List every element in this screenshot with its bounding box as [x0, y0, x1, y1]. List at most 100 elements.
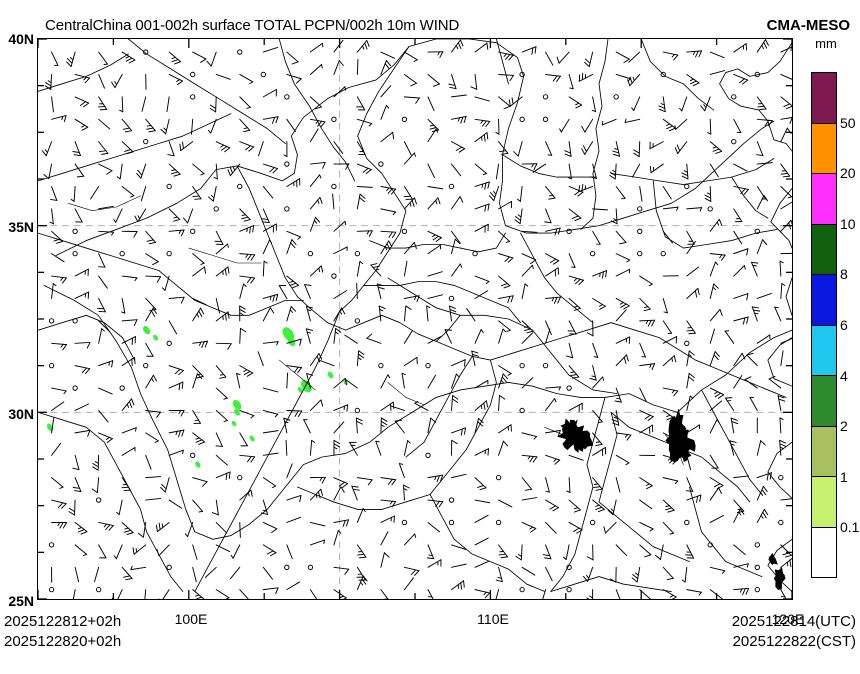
wind-barb: [239, 522, 241, 538]
wind-barb-calm: [542, 362, 549, 369]
wind-barb: [592, 446, 606, 456]
wind-barb-calm: [566, 430, 572, 436]
wind-barb: [521, 454, 538, 458]
wind-barb: [74, 499, 76, 516]
wind-barb: [451, 39, 461, 53]
wind-barb-calm: [190, 452, 196, 458]
wind-barb: [168, 73, 184, 82]
wind-barb: [192, 409, 201, 424]
wind-barb: [568, 365, 580, 378]
wind-barb: [349, 441, 358, 456]
geo-line: [363, 281, 521, 324]
wind-barb: [545, 73, 561, 77]
wind-barb-calm: [190, 94, 196, 100]
colorbar-tick-2: 2: [840, 418, 848, 435]
wind-barb: [286, 306, 292, 322]
wind-barb: [262, 186, 274, 199]
precip-patch: [153, 334, 159, 341]
wind-barb: [306, 305, 311, 322]
wind-barb: [521, 566, 536, 576]
wind-barb-calm: [519, 116, 525, 122]
wind-barb: [309, 539, 326, 546]
wind-barb: [380, 131, 394, 143]
wind-barb: [96, 477, 100, 494]
wind-barb: [545, 477, 550, 493]
wind-barb: [366, 337, 382, 344]
wind-barb: [262, 46, 279, 53]
geo-line: [598, 411, 618, 503]
wind-barb: [309, 216, 317, 232]
wind-barb: [568, 96, 583, 106]
wind-barb: [168, 296, 185, 299]
wind-barb: [356, 96, 366, 111]
wind-barb: [403, 73, 417, 84]
wind-barb: [380, 477, 397, 481]
wind-barb: [232, 544, 241, 559]
wind-barb-calm: [519, 407, 525, 414]
wind-barb: [733, 316, 749, 322]
page-title: CentralChina 001-002h surface TOTAL PCPN…: [45, 17, 460, 34]
wind-barb: [474, 417, 480, 434]
wind-barb: [239, 589, 249, 599]
wind-barb: [545, 522, 557, 534]
wind-barb: [592, 376, 604, 389]
wind-barb: [45, 141, 53, 157]
wind-barb: [98, 96, 108, 110]
wind-barb: [628, 51, 641, 63]
wind-barb: [662, 230, 673, 244]
wind-barb: [286, 275, 300, 286]
wind-barb: [427, 335, 442, 344]
wind-barb: [166, 96, 170, 113]
wind-barb: [192, 566, 197, 583]
wind-barb: [51, 477, 64, 488]
wind-barb: [568, 141, 572, 157]
wind-barb: [474, 589, 491, 594]
wind-barb: [639, 186, 643, 202]
wind-barb: [286, 544, 293, 560]
wind-barb: [474, 499, 491, 504]
wind-barb: [451, 395, 454, 411]
wind-barb: [560, 118, 570, 133]
map-canvas[interactable]: [37, 38, 793, 600]
xtick-label-120e: 120E: [771, 611, 805, 627]
wind-barb: [380, 60, 387, 75]
wind-barb: [427, 186, 444, 190]
wind-barb: [262, 89, 277, 98]
wind-barb-calm: [472, 250, 478, 257]
wind-barb: [309, 64, 323, 75]
wind-barb-calm: [566, 228, 572, 234]
wind-barb: [733, 499, 745, 512]
wind-barb: [239, 96, 251, 108]
wind-barb: [333, 86, 346, 98]
wind-barb: [403, 356, 418, 367]
wind-barb: [239, 208, 251, 221]
wind-barb: [333, 519, 350, 523]
wind-barb: [121, 186, 135, 197]
wind-barb: [774, 306, 782, 322]
wind-barb: [662, 387, 679, 392]
wind-barb: [145, 454, 152, 470]
wind-barb: [164, 477, 170, 493]
wind-barb-calm: [637, 250, 643, 257]
wind-barb: [521, 522, 537, 529]
geo-line: [580, 39, 609, 230]
wind-barb-calm: [566, 564, 572, 570]
coastal-islands: [768, 552, 778, 566]
geo-line: [598, 501, 690, 563]
wind-barb: [378, 305, 382, 322]
geo-line: [387, 277, 618, 395]
wind-barb: [751, 261, 758, 277]
wind-barb: [121, 336, 136, 344]
wind-barb: [215, 544, 231, 553]
wind-barb-calm: [731, 138, 737, 145]
geo-line: [495, 39, 509, 85]
wind-barb-calm: [284, 161, 290, 167]
wind-barb: [521, 283, 526, 299]
wind-barb: [98, 328, 103, 344]
wind-barb: [192, 186, 202, 200]
colorbar-band-01to1: [812, 477, 836, 528]
wind-barb: [192, 51, 207, 60]
wind-barb: [631, 163, 641, 178]
geo-line: [429, 359, 497, 495]
wind-barb: [121, 297, 126, 314]
